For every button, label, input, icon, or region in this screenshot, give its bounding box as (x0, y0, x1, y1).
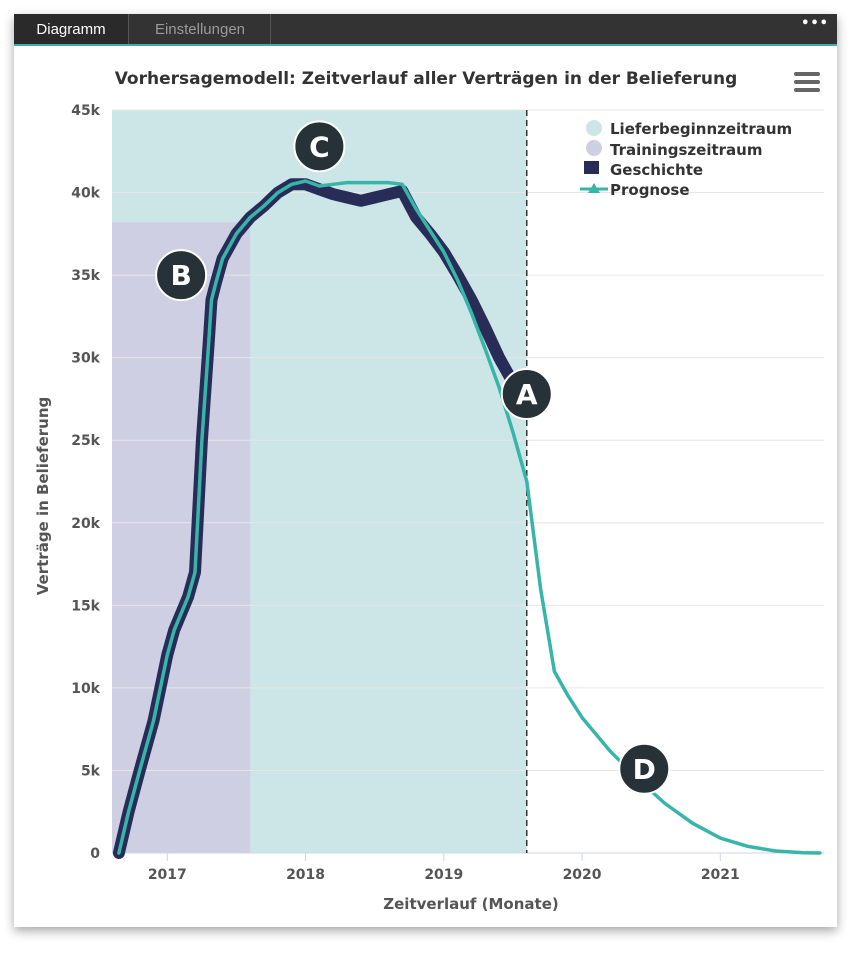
y-tick-label: 35k (71, 268, 100, 284)
series-prognose-line (117, 179, 822, 855)
legend-item-training[interactable]: Trainingszeitraum (586, 140, 762, 159)
legend: Lieferbeginnzeitraum Trainingszeitraum G… (580, 120, 792, 199)
y-tick-label: 5k (81, 763, 101, 779)
gridlines (112, 109, 824, 771)
y-tick-label: 20k (71, 516, 100, 532)
more-options-icon[interactable]: ••• (801, 16, 829, 31)
tab-diagramm[interactable]: Diagramm (14, 14, 129, 44)
x-tick-label: 2019 (424, 867, 463, 883)
annotation-badges: A B C D (155, 120, 671, 795)
annotation-label: D (633, 753, 656, 786)
y-tick-label: 0 (90, 846, 100, 862)
y-tick-label: 45k (71, 103, 100, 119)
annotation-badge-d: D (618, 742, 671, 795)
x-tick-label: 2017 (148, 867, 187, 883)
x-tick-label: 2021 (701, 867, 740, 883)
chart-title: Vorhersagemodell: Zeitverlauf aller Vert… (115, 69, 738, 89)
x-axis-label: Zeitverlauf (Monate) (383, 895, 559, 913)
legend-item-lieferbeginn[interactable]: Lieferbeginnzeitraum (586, 120, 792, 138)
legend-item-geschichte[interactable]: Geschichte (584, 161, 703, 179)
legend-label-prognose: Prognose (610, 181, 690, 199)
annotation-badge-a: A (500, 367, 553, 420)
x-tick-label: 2018 (286, 867, 325, 883)
chart: Vorhersagemodell: Zeitverlauf aller Vert… (34, 69, 824, 913)
y-tick-label: 15k (71, 598, 100, 614)
annotation-label: A (516, 378, 538, 411)
chart-menu-icon[interactable] (794, 72, 820, 92)
annotation-label: B (170, 259, 191, 292)
annotation-badge-c: C (293, 120, 346, 173)
band-training (112, 222, 251, 853)
legend-label-lieferbeginn: Lieferbeginnzeitraum (610, 120, 792, 138)
y-tick-label: 30k (71, 351, 100, 367)
y-tick-label: 10k (71, 681, 100, 697)
legend-label-training: Trainingszeitraum (610, 141, 762, 159)
y-tick-label: 40k (71, 186, 100, 202)
y-axis-ticks: 0 5k 10k 15k 20k 25k 30k 35k 40k 45k (71, 103, 100, 862)
legend-label-geschichte: Geschichte (610, 161, 703, 179)
tab-einstellungen[interactable]: Einstellungen (130, 14, 271, 44)
x-axis-ticks: 2017 2018 2019 2020 2021 (148, 853, 740, 883)
annotation-badge-b: B (155, 249, 208, 302)
y-axis-label: Verträge in Belieferung (34, 397, 52, 595)
legend-item-prognose[interactable]: Prognose (580, 181, 690, 199)
plot-area (112, 109, 824, 859)
x-tick-label: 2020 (563, 867, 602, 883)
annotation-label: C (309, 130, 330, 163)
y-tick-label: 25k (71, 433, 100, 449)
chart-card: Diagramm Einstellungen ••• Vorhersagemod… (14, 14, 837, 927)
tab-bar: Diagramm Einstellungen ••• (14, 14, 837, 46)
